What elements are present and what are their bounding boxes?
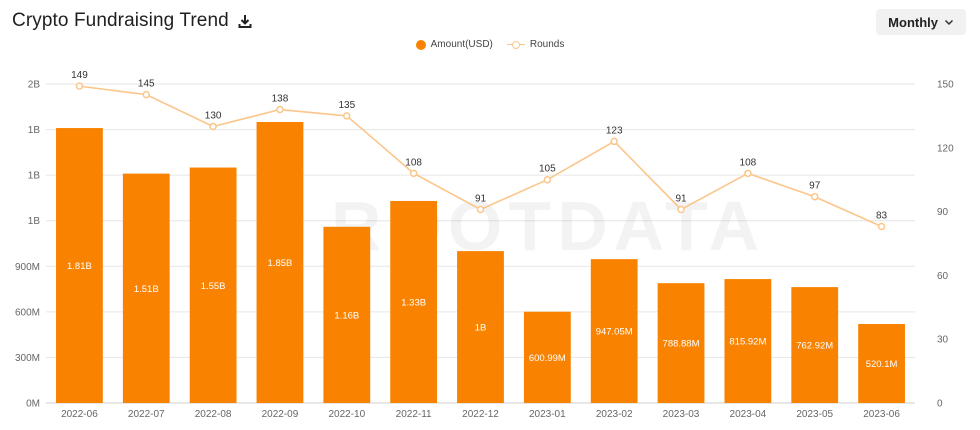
x-tick-label: 2023-06 (863, 409, 900, 420)
bar-amount (390, 200, 438, 403)
y-left-tick-label: 1B (28, 171, 41, 182)
x-tick-label: 2022-07 (128, 409, 165, 420)
bar-value-label: 1.55B (201, 281, 226, 292)
x-tick-label: 2022-08 (195, 409, 232, 420)
bar-value-label: 947.05M (596, 327, 633, 338)
y-right-tick-label: 150 (937, 80, 954, 91)
bar-amount (323, 226, 371, 403)
legend-label-amount: Amount(USD) (430, 39, 493, 50)
rounds-point (142, 90, 151, 99)
legend-label-rounds: Rounds (529, 39, 565, 50)
bar-amount (657, 283, 705, 403)
chart-header: Crypto Fundraising Trend (12, 10, 253, 32)
x-tick-label: 2023-04 (730, 409, 767, 420)
x-tick-label: 2022-09 (262, 409, 299, 420)
x-tick-label: 2022-12 (462, 409, 499, 420)
y-right-tick-label: 0 (937, 399, 943, 410)
bar-amount (122, 173, 170, 403)
x-tick-label: 2022-06 (61, 409, 98, 420)
x-tick-label: 2023-01 (529, 409, 566, 420)
bar-value-label: 600.99M (529, 353, 566, 364)
x-tick-label: 2022-10 (328, 409, 365, 420)
legend-item-amount[interactable]: Amount(USD) (415, 39, 493, 50)
axis-layer: 0M 300M 600M 900M 1B 1B 1B 2B 0 30 60 90 120 150 2022-… (15, 80, 954, 421)
rounds-value-label: 105 (539, 164, 556, 175)
rounds-value-label: 135 (338, 100, 355, 111)
y-right-tick-label: 30 (937, 335, 949, 346)
bar-value-label: 1.33B (401, 297, 426, 308)
bar-value-label: 1B (475, 323, 487, 334)
rounds-point (75, 82, 84, 90)
y-left-tick-label: 300M (15, 353, 40, 364)
rounds-value-label: 145 (138, 79, 155, 90)
bars-layer: 1.81B 1.51B 1.55B 1.85B 1.16B 1.33B 1B 600.99M 9… (56, 121, 905, 404)
y-left-tick-label: 1B (28, 216, 41, 227)
chart-legend: Amount(USD) Rounds (0, 39, 980, 50)
bar-value-label: 1.81B (67, 261, 92, 272)
bar-value-label: 762.92M (796, 341, 833, 352)
period-select[interactable]: Monthly (876, 9, 966, 35)
rounds-point (543, 175, 552, 184)
y-right-tick-label: 90 (937, 207, 949, 218)
legend-item-rounds[interactable]: Rounds (506, 39, 565, 50)
bar-value-label: 1.85B (268, 258, 293, 269)
bar-value-label: 815.92M (729, 337, 766, 348)
bar-value-label: 788.88M (663, 339, 700, 350)
x-tick-label: 2022-11 (396, 409, 432, 420)
rounds-point (744, 169, 752, 178)
y-right-tick-label: 60 (937, 271, 949, 282)
rounds-value-label: 91 (675, 193, 687, 204)
legend-bar-swatch (415, 39, 426, 50)
rounds-point (476, 205, 485, 214)
y-left-tick-label: 600M (15, 307, 40, 318)
rounds-value-label: 149 (71, 70, 88, 81)
y-left-tick-label: 0M (26, 399, 40, 410)
line-layer: 149 145 130 138 135 108 91 105 123 91 108 97 83 (71, 70, 888, 231)
download-icon[interactable] (237, 13, 253, 29)
rounds-value-label: 83 (876, 210, 888, 221)
rounds-value-label: 130 (205, 111, 222, 122)
rounds-point (810, 192, 819, 201)
bar-value-label: 1.51B (134, 284, 159, 295)
rounds-value-label: 91 (475, 193, 487, 204)
bar-amount (858, 323, 905, 403)
chevron-down-icon (944, 17, 954, 27)
rounds-point (677, 205, 685, 214)
bar-amount (590, 259, 638, 403)
y-right-tick-label: 120 (937, 143, 954, 154)
rounds-point (343, 112, 351, 120)
x-tick-label: 2023-02 (596, 409, 633, 420)
rounds-point (209, 122, 217, 131)
y-left-tick-label: 2B (28, 80, 41, 91)
rounds-value-label: 123 (606, 125, 623, 136)
bar-amount (523, 311, 571, 403)
chart-title: Crypto Fundraising Trend (12, 10, 229, 31)
rounds-value-label: 108 (405, 157, 422, 168)
x-tick-label: 2023-05 (796, 409, 833, 420)
period-select-value: Monthly (888, 14, 938, 30)
rounds-point (877, 222, 886, 231)
bar-value-label: 520.1M (866, 359, 898, 370)
y-left-tick-label: 1B (28, 125, 41, 136)
rounds-point (409, 169, 418, 178)
bar-value-label: 1.16B (334, 310, 359, 321)
bar-amount (56, 128, 103, 404)
rounds-point (610, 137, 618, 146)
bar-amount (189, 167, 237, 403)
bar-amount (724, 279, 772, 403)
legend-line-swatch (506, 40, 525, 50)
rounds-value-label: 108 (740, 157, 757, 168)
y-left-tick-label: 900M (15, 262, 40, 273)
bar-amount (457, 251, 504, 403)
x-tick-label: 2023-03 (663, 409, 700, 420)
rounds-point (276, 105, 284, 114)
rounds-value-label: 97 (809, 181, 821, 192)
bar-amount (256, 121, 304, 403)
bar-amount (791, 287, 839, 403)
rounds-value-label: 138 (272, 94, 289, 105)
